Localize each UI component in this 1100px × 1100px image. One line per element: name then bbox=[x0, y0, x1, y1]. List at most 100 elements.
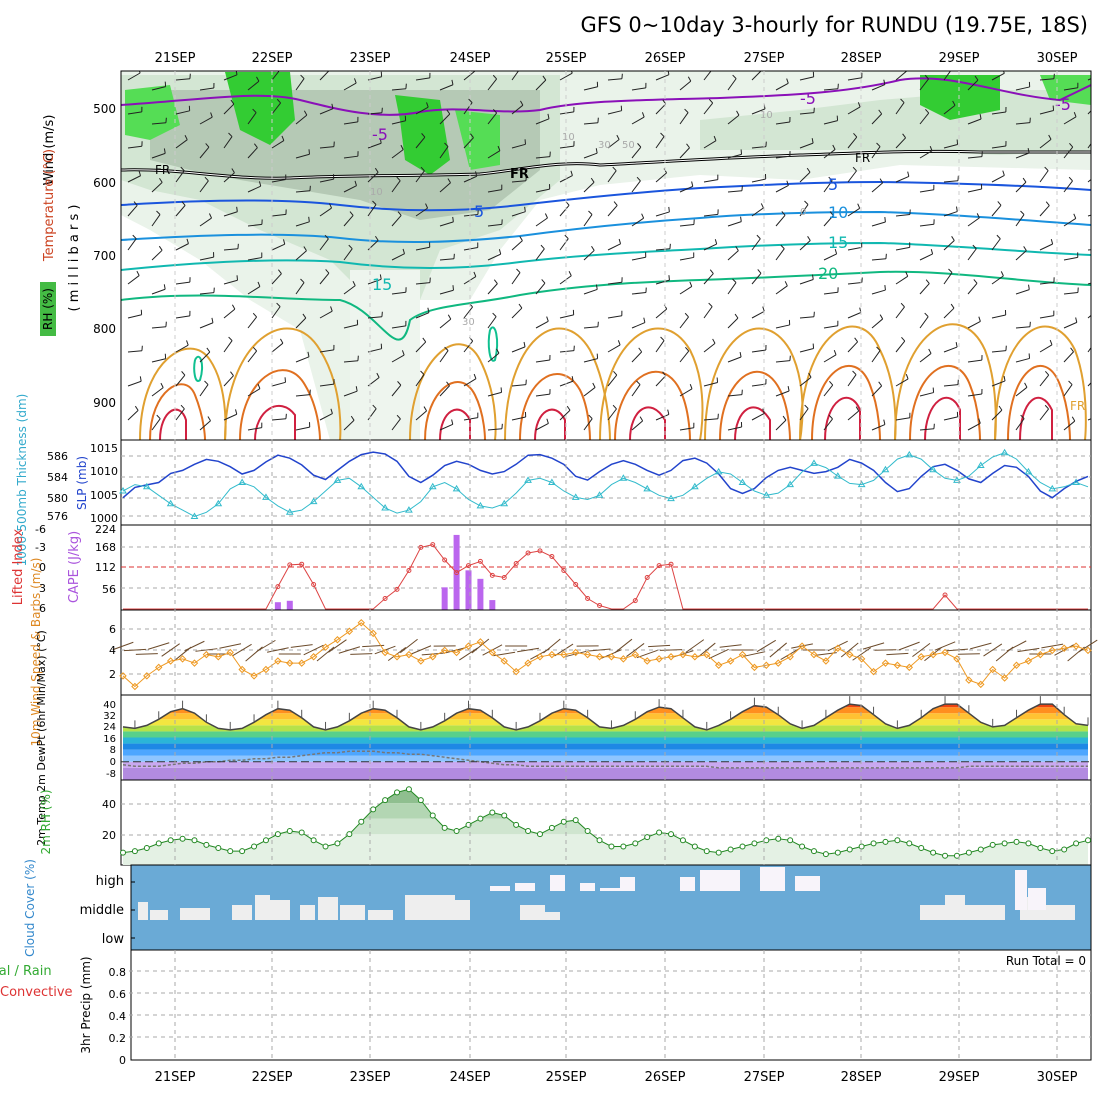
upper-wind-barb-feather bbox=[852, 166, 857, 172]
rh2m-point bbox=[322, 843, 329, 850]
upper-wind-barb-feather bbox=[884, 285, 886, 291]
upper-wind-barb-feather bbox=[376, 372, 380, 378]
upper-wind-barb-feather bbox=[492, 74, 497, 80]
upper-wind-barb bbox=[319, 238, 329, 251]
upper-wind-barb-feather bbox=[997, 201, 1002, 206]
upper-wind-barb bbox=[295, 282, 305, 295]
upper-wind-barb bbox=[991, 275, 1004, 285]
upper-wind-barb bbox=[439, 289, 454, 295]
upper-wind-barb bbox=[919, 78, 929, 91]
wind10-speed-point bbox=[297, 659, 306, 667]
slp-point bbox=[500, 499, 509, 507]
upper-wind-barb-feather bbox=[163, 148, 166, 154]
cloud-mid-block bbox=[520, 905, 545, 920]
upper-wind-barb-feather bbox=[613, 201, 618, 206]
upper-wind-barb bbox=[823, 253, 837, 261]
upper-wind-barb-feather bbox=[517, 65, 521, 69]
wind10-speed-point bbox=[548, 650, 556, 659]
upper-wind-barb bbox=[607, 344, 621, 353]
wind10-speed-point bbox=[595, 653, 604, 661]
slp-point bbox=[238, 478, 247, 485]
upper-wind-barb-feather bbox=[736, 110, 740, 116]
wind10-barb bbox=[338, 646, 361, 654]
upper-wind-barb bbox=[247, 427, 262, 431]
wind10-speed-point bbox=[703, 650, 711, 659]
rh2m-point bbox=[453, 828, 460, 834]
upper-wind-barb bbox=[607, 78, 622, 81]
upper-wind-barb-feather bbox=[397, 381, 402, 386]
upper-wind-barb-feather bbox=[352, 280, 356, 286]
wind10-barb bbox=[626, 643, 645, 657]
upper-wind-barb-feather bbox=[492, 108, 498, 114]
wind10-speed-point bbox=[202, 650, 211, 659]
upper-wind-barb-feather bbox=[907, 171, 910, 177]
upper-wind-barb bbox=[1039, 205, 1050, 217]
temp-contour-minus5 bbox=[121, 77, 1091, 116]
upper-wind-barb bbox=[367, 204, 377, 217]
upper-wind-barb-feather bbox=[1068, 176, 1073, 182]
upper-wind-barb bbox=[679, 316, 689, 329]
upper-wind-barb bbox=[655, 172, 667, 183]
upper-wind-barb bbox=[943, 384, 958, 387]
wind10-barb bbox=[886, 652, 909, 656]
upper-wind-barb bbox=[607, 139, 620, 149]
upper-wind-barb bbox=[295, 317, 307, 329]
upper-wind-barb bbox=[895, 306, 905, 319]
rh2m-point bbox=[918, 845, 925, 851]
cloud-mid-block bbox=[300, 905, 315, 920]
upper-wind-barb-feather bbox=[308, 149, 310, 155]
ytick: 0.2 bbox=[109, 1032, 127, 1045]
upper-wind-barb-feather bbox=[256, 76, 260, 82]
upper-wind-barb bbox=[871, 258, 886, 261]
upper-wind-barb bbox=[223, 340, 233, 353]
ytick-left: 3 bbox=[39, 582, 46, 595]
upper-wind-barb-feather bbox=[905, 374, 909, 380]
lifted-index-point bbox=[489, 572, 495, 578]
slp-point bbox=[953, 476, 961, 483]
upper-wind-barb bbox=[703, 243, 717, 251]
upper-wind-barb-feather bbox=[159, 177, 163, 183]
upper-wind-barb bbox=[679, 388, 693, 397]
ytick-high: high bbox=[96, 874, 124, 889]
upper-wind-barb-feather bbox=[883, 79, 886, 85]
upper-wind-barb bbox=[607, 243, 621, 251]
wind10-barb bbox=[184, 640, 205, 652]
upper-wind-barb bbox=[151, 249, 163, 261]
upper-wind-barb bbox=[511, 104, 524, 115]
upper-wind-barb bbox=[751, 71, 762, 81]
upper-wind-barb-feather bbox=[228, 336, 233, 341]
upper-wind-barb bbox=[247, 350, 258, 363]
upper-wind-barb bbox=[775, 324, 790, 329]
upper-wind-barb-feather bbox=[564, 234, 569, 240]
ytick: 0.6 bbox=[109, 988, 127, 1001]
upper-wind-barb bbox=[391, 291, 406, 295]
upper-wind-barb-feather bbox=[230, 99, 235, 105]
slp-point bbox=[142, 482, 151, 490]
upper-wind-barb bbox=[151, 358, 166, 363]
upper-wind-barb-feather bbox=[612, 404, 617, 410]
upper-wind-barb bbox=[1015, 418, 1025, 431]
upper-wind-barb bbox=[127, 175, 141, 183]
upper-wind-barb bbox=[799, 142, 814, 149]
wind10-barb bbox=[564, 650, 587, 658]
upper-wind-barb bbox=[295, 356, 310, 363]
lifted-index-point bbox=[311, 582, 317, 587]
upper-wind-barb bbox=[775, 360, 790, 363]
upper-wind-barb bbox=[943, 71, 952, 81]
upper-wind-barb-feather bbox=[924, 312, 929, 317]
cloud-high-block bbox=[1028, 888, 1046, 910]
rh2m-point bbox=[179, 835, 186, 842]
upper-wind-barb bbox=[583, 418, 593, 431]
day-label-bottom-29sep: 29SEP bbox=[939, 1070, 980, 1085]
upper-wind-barb-feather bbox=[832, 144, 836, 150]
upper-wind-barb-feather bbox=[1095, 372, 1098, 376]
wind10-speed-point bbox=[429, 653, 437, 661]
upper-wind-barb bbox=[847, 410, 860, 421]
upper-wind-barb bbox=[703, 213, 718, 217]
wind10-speed-point bbox=[881, 659, 890, 667]
day-label-top-26sep: 26SEP bbox=[645, 51, 686, 66]
ylabel-precip: 3hr Precip (mm) bbox=[79, 956, 93, 1053]
upper-wind-barb-feather bbox=[668, 275, 670, 281]
upper-wind-barb bbox=[151, 288, 166, 295]
upper-wind-barb bbox=[127, 314, 142, 319]
